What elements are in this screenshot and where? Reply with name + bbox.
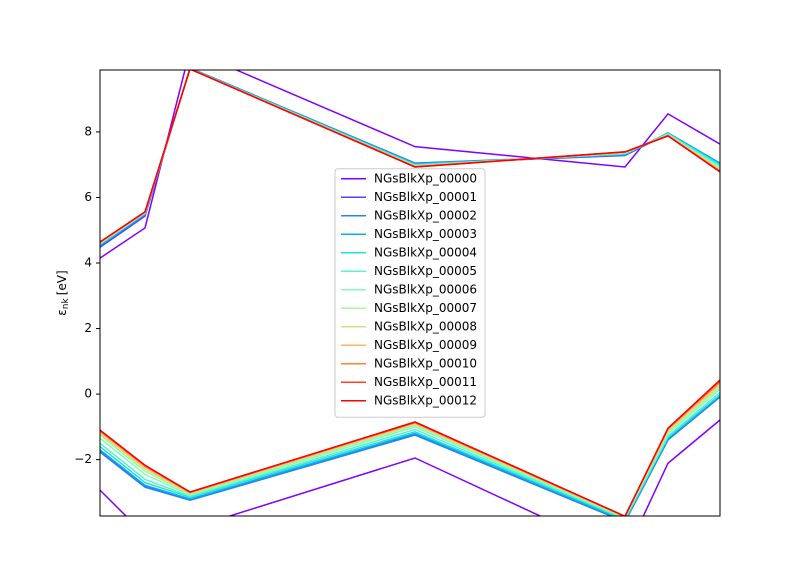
legend-label: NGsBlkXp_00000 bbox=[374, 171, 477, 185]
legend-label: NGsBlkXp_00008 bbox=[374, 319, 477, 333]
y-label-unit: [eV] bbox=[55, 270, 69, 295]
legend-label: NGsBlkXp_00010 bbox=[374, 356, 477, 370]
band-line bbox=[100, 70, 720, 243]
y-tick-label: 0 bbox=[84, 387, 92, 401]
y-label-symbol: ε bbox=[55, 309, 69, 316]
legend-label: NGsBlkXp_00001 bbox=[374, 190, 477, 204]
y-tick-label: 8 bbox=[84, 124, 92, 138]
legend-label: NGsBlkXp_00007 bbox=[374, 301, 477, 315]
legend-label: NGsBlkXp_00005 bbox=[374, 264, 477, 278]
axes-frame bbox=[99, 69, 721, 517]
band-line bbox=[100, 379, 720, 516]
y-label-subscript: nk bbox=[61, 297, 71, 309]
legend-label: NGsBlkXp_00011 bbox=[374, 375, 477, 389]
legend-label: NGsBlkXp_00009 bbox=[374, 338, 477, 352]
y-tick-label: 2 bbox=[84, 321, 92, 335]
legend-label: NGsBlkXp_00006 bbox=[374, 282, 477, 296]
plot-lines bbox=[100, 70, 720, 516]
y-axis-label: εnk [eV] bbox=[55, 270, 71, 315]
y-tick-label: 6 bbox=[84, 190, 92, 204]
legend-label: NGsBlkXp_00012 bbox=[374, 393, 477, 407]
y-tick-label: 4 bbox=[84, 256, 92, 270]
band-line bbox=[100, 391, 720, 516]
legend-label: NGsBlkXp_00003 bbox=[374, 227, 477, 241]
legend-label: NGsBlkXp_00002 bbox=[374, 208, 477, 222]
band-line bbox=[100, 70, 720, 259]
band-line bbox=[100, 396, 720, 516]
y-tick-label: −2 bbox=[74, 452, 92, 466]
legend: NGsBlkXp_00000 NGsBlkXp_00001 NGsBlkXp_000… bbox=[334, 168, 486, 418]
band-line bbox=[100, 419, 720, 516]
legend-label: NGsBlkXp_00004 bbox=[374, 245, 477, 259]
legend-box bbox=[334, 168, 486, 418]
